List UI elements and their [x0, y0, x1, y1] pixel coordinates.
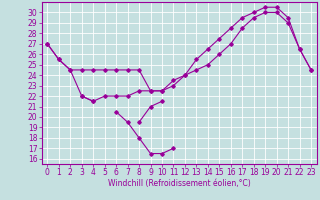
X-axis label: Windchill (Refroidissement éolien,°C): Windchill (Refroidissement éolien,°C): [108, 179, 251, 188]
